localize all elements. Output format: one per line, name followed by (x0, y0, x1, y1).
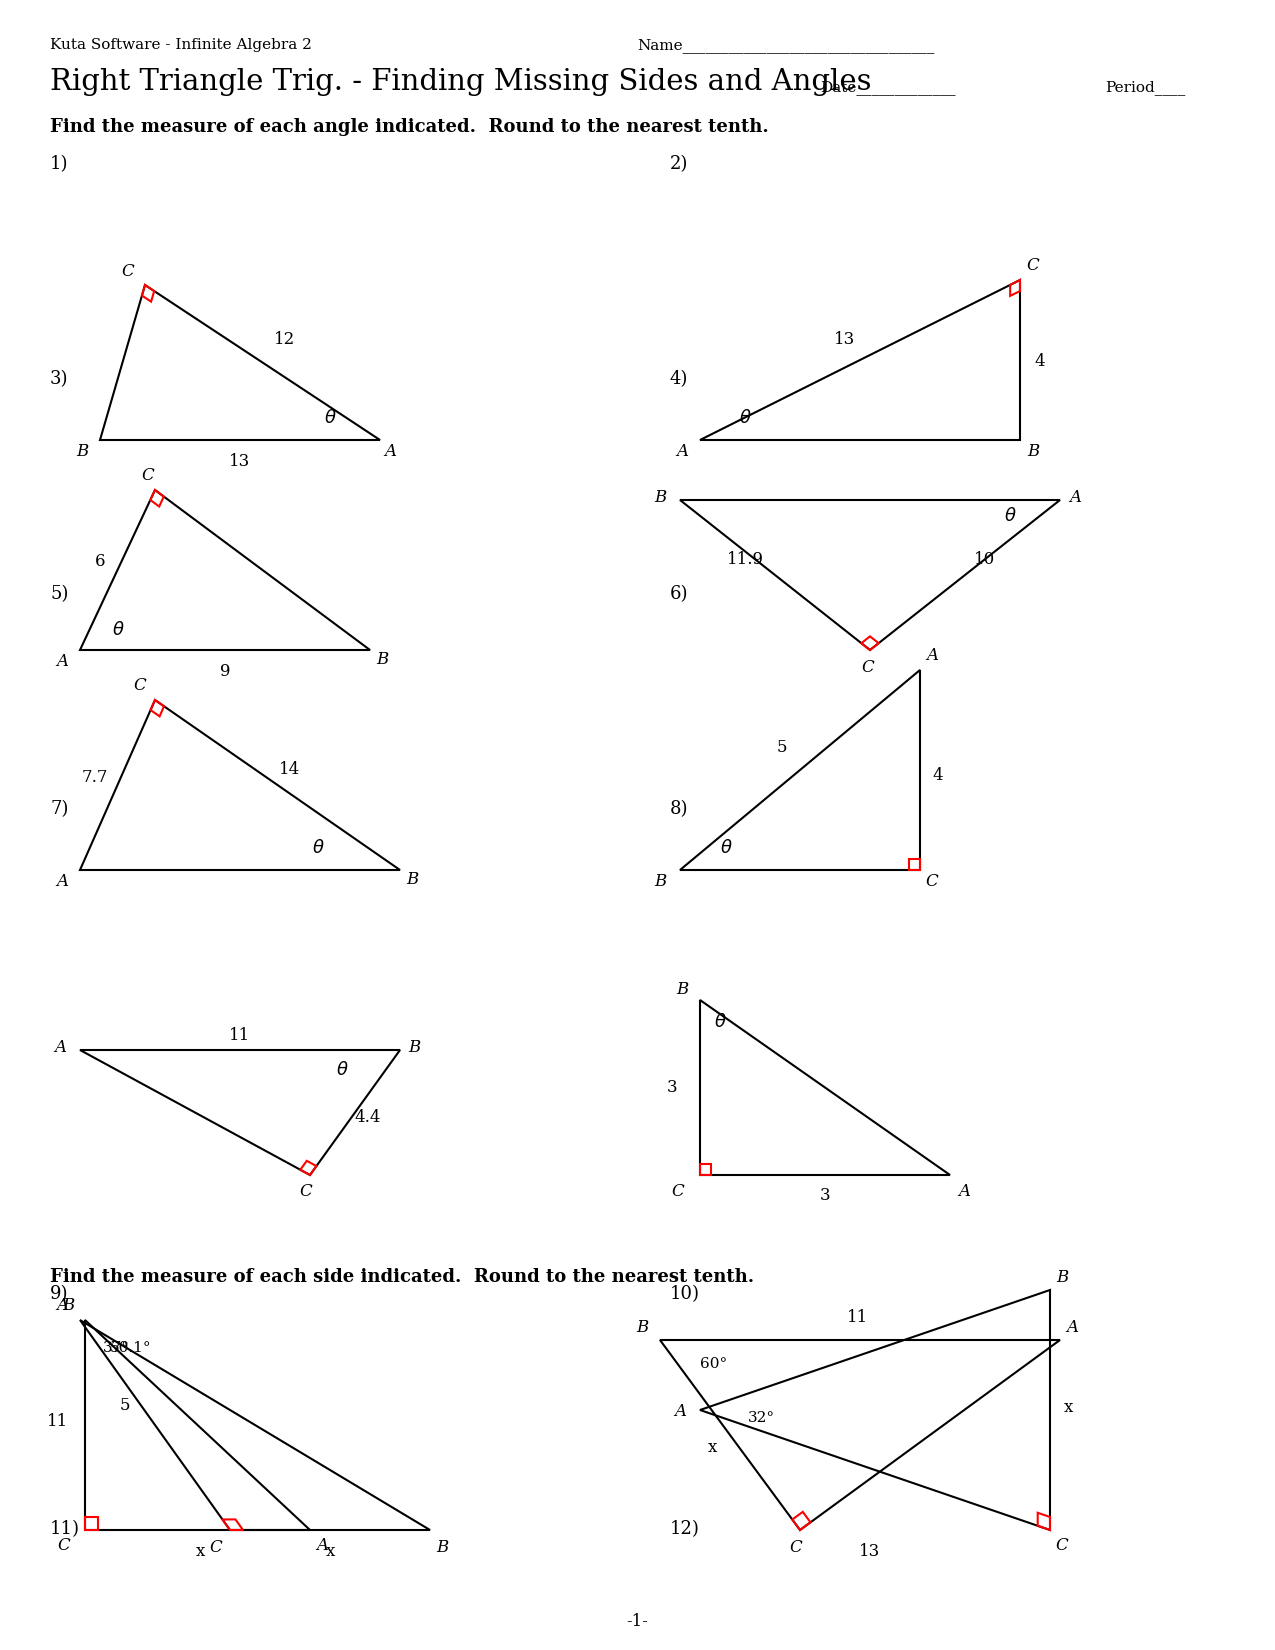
Text: 10): 10) (669, 1285, 700, 1304)
Text: $\theta$: $\theta$ (324, 409, 337, 427)
Text: Kuta Software - Infinite Algebra 2: Kuta Software - Infinite Algebra 2 (50, 38, 312, 53)
Text: $\theta$: $\theta$ (1003, 507, 1016, 525)
Text: C: C (1026, 257, 1039, 274)
Text: 11): 11) (50, 1520, 80, 1538)
Text: B: B (436, 1539, 448, 1556)
Text: Right Triangle Trig. - Finding Missing Sides and Angles: Right Triangle Trig. - Finding Missing S… (50, 68, 872, 96)
Text: Find the measure of each angle indicated.  Round to the nearest tenth.: Find the measure of each angle indicated… (50, 119, 769, 135)
Text: C: C (134, 678, 147, 695)
Text: $\theta$: $\theta$ (335, 1061, 348, 1079)
Text: C: C (862, 660, 875, 676)
Text: Period____: Period____ (1105, 79, 1186, 94)
Text: 11.9: 11.9 (727, 551, 764, 569)
Text: 9: 9 (219, 663, 231, 680)
Text: 5: 5 (120, 1398, 130, 1414)
Text: 13: 13 (859, 1543, 881, 1561)
Text: C: C (672, 1183, 685, 1201)
Text: C: C (926, 873, 938, 891)
Text: B: B (636, 1320, 648, 1336)
Text: B: B (654, 873, 666, 891)
Text: A: A (56, 653, 68, 670)
Text: 50.1°: 50.1° (110, 1341, 152, 1355)
Text: Name_________________________________: Name_________________________________ (638, 38, 935, 53)
Text: A: A (674, 1404, 686, 1421)
Text: 6): 6) (669, 586, 688, 602)
Text: 4: 4 (933, 767, 944, 784)
Text: 12: 12 (274, 332, 296, 348)
Text: x: x (708, 1439, 717, 1457)
Text: 13: 13 (834, 332, 856, 348)
Text: B: B (376, 652, 388, 668)
Text: 11: 11 (47, 1414, 69, 1431)
Text: 7.7: 7.7 (82, 769, 108, 787)
Text: $\theta$: $\theta$ (719, 838, 732, 856)
Text: 2): 2) (669, 155, 688, 173)
Text: C: C (121, 262, 134, 279)
Text: x: x (195, 1543, 205, 1561)
Text: 4: 4 (1035, 353, 1046, 371)
Text: x: x (1063, 1399, 1072, 1416)
Text: A: A (926, 647, 938, 665)
Text: Find the measure of each side indicated.  Round to the nearest tenth.: Find the measure of each side indicated.… (50, 1267, 754, 1285)
Text: -1-: -1- (626, 1614, 648, 1630)
Text: C: C (1056, 1538, 1068, 1554)
Text: C: C (300, 1183, 312, 1201)
Text: 4.4: 4.4 (354, 1109, 381, 1127)
Text: 1): 1) (50, 155, 69, 173)
Text: x: x (325, 1543, 334, 1561)
Text: 6: 6 (94, 553, 106, 571)
Text: B: B (76, 444, 88, 460)
Text: 3): 3) (50, 370, 69, 388)
Text: B: B (654, 490, 666, 507)
Text: 13: 13 (230, 454, 251, 470)
Text: $\theta$: $\theta$ (112, 620, 125, 639)
Text: 3: 3 (820, 1186, 830, 1203)
Text: A: A (1066, 1320, 1077, 1336)
Text: A: A (676, 444, 688, 460)
Text: 37°: 37° (103, 1341, 130, 1355)
Text: B: B (62, 1297, 74, 1315)
Text: A: A (958, 1183, 970, 1201)
Text: A: A (56, 873, 68, 891)
Text: 32°: 32° (748, 1411, 775, 1426)
Text: A: A (54, 1040, 66, 1056)
Text: 3: 3 (667, 1079, 677, 1097)
Text: B: B (1056, 1269, 1068, 1287)
Text: 60°: 60° (700, 1356, 727, 1371)
Text: A: A (56, 1297, 68, 1315)
Text: 14: 14 (279, 762, 301, 779)
Text: 7): 7) (50, 800, 69, 818)
Text: $\theta$: $\theta$ (311, 838, 324, 856)
Text: Date_____________: Date_____________ (820, 79, 955, 94)
Text: 4): 4) (669, 370, 688, 388)
Text: C: C (789, 1539, 802, 1556)
Text: $\theta$: $\theta$ (738, 409, 751, 427)
Text: B: B (1026, 444, 1039, 460)
Text: 8): 8) (669, 800, 688, 818)
Text: 11: 11 (848, 1310, 868, 1327)
Text: C: C (209, 1539, 222, 1556)
Text: 5): 5) (50, 586, 69, 602)
Text: 11: 11 (230, 1028, 251, 1044)
Text: A: A (384, 444, 397, 460)
Text: 12): 12) (669, 1520, 700, 1538)
Text: B: B (408, 1040, 421, 1056)
Text: B: B (405, 871, 418, 888)
Text: $\theta$: $\theta$ (714, 1013, 727, 1031)
Text: C: C (57, 1538, 70, 1554)
Text: B: B (676, 982, 688, 998)
Text: A: A (1068, 490, 1081, 507)
Text: C: C (142, 467, 154, 485)
Text: 10: 10 (974, 551, 996, 569)
Text: A: A (316, 1538, 328, 1554)
Text: 9): 9) (50, 1285, 69, 1304)
Text: 5: 5 (776, 739, 787, 756)
